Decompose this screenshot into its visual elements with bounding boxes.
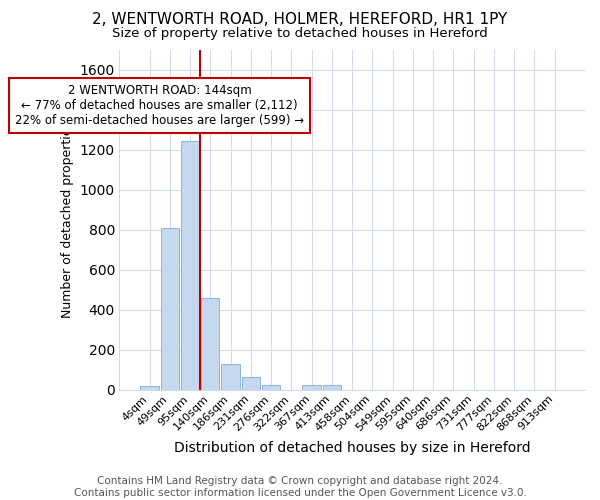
- Bar: [201, 298, 220, 390]
- Bar: [221, 364, 239, 390]
- Bar: [262, 384, 280, 390]
- Text: Contains HM Land Registry data © Crown copyright and database right 2024.
Contai: Contains HM Land Registry data © Crown c…: [74, 476, 526, 498]
- Bar: [161, 228, 179, 390]
- Text: Size of property relative to detached houses in Hereford: Size of property relative to detached ho…: [112, 28, 488, 40]
- Y-axis label: Number of detached properties: Number of detached properties: [61, 122, 74, 318]
- Bar: [323, 384, 341, 390]
- Bar: [242, 376, 260, 390]
- Bar: [140, 386, 158, 390]
- X-axis label: Distribution of detached houses by size in Hereford: Distribution of detached houses by size …: [174, 441, 530, 455]
- Bar: [181, 141, 199, 390]
- Bar: [302, 384, 321, 390]
- Text: 2 WENTWORTH ROAD: 144sqm
← 77% of detached houses are smaller (2,112)
22% of sem: 2 WENTWORTH ROAD: 144sqm ← 77% of detach…: [15, 84, 304, 127]
- Text: 2, WENTWORTH ROAD, HOLMER, HEREFORD, HR1 1PY: 2, WENTWORTH ROAD, HOLMER, HEREFORD, HR1…: [92, 12, 508, 28]
